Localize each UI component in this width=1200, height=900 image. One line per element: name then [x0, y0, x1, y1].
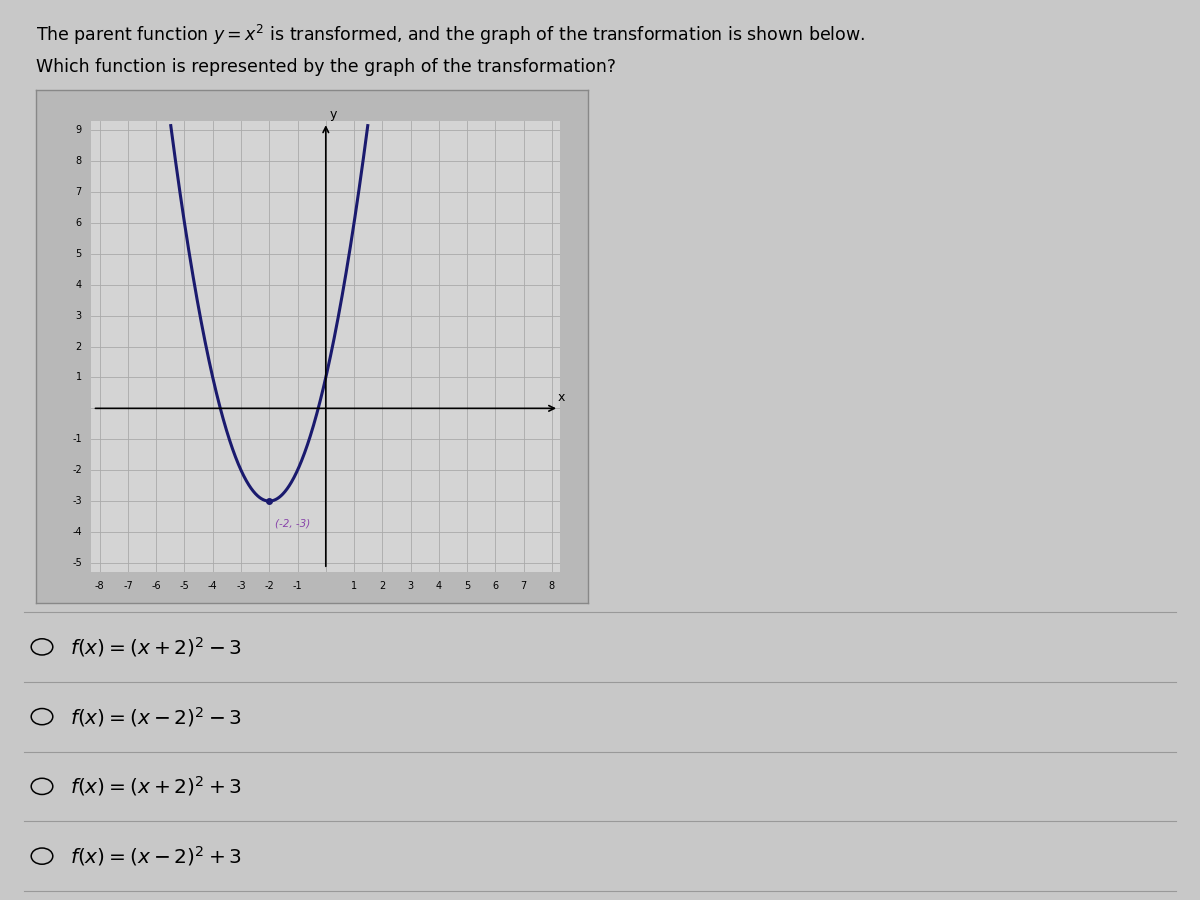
Text: -1: -1	[72, 435, 82, 445]
Text: (-2, -3): (-2, -3)	[275, 518, 310, 528]
Text: -3: -3	[72, 496, 82, 506]
Text: 6: 6	[76, 218, 82, 228]
Text: -2: -2	[72, 465, 82, 475]
Text: -2: -2	[264, 581, 274, 591]
Text: 5: 5	[76, 248, 82, 258]
Text: -4: -4	[208, 581, 217, 591]
Text: y: y	[329, 108, 336, 121]
Text: -4: -4	[72, 527, 82, 537]
Text: 5: 5	[464, 581, 470, 591]
Text: 4: 4	[436, 581, 442, 591]
Text: 1: 1	[352, 581, 358, 591]
Text: 2: 2	[76, 341, 82, 352]
Text: 2: 2	[379, 581, 385, 591]
Text: $f(x) = (x - 2)^2 + 3$: $f(x) = (x - 2)^2 + 3$	[70, 844, 241, 868]
Text: $f(x) = (x - 2)^2 - 3$: $f(x) = (x - 2)^2 - 3$	[70, 705, 241, 729]
Text: $f(x) = (x + 2)^2 - 3$: $f(x) = (x + 2)^2 - 3$	[70, 634, 241, 659]
Text: -6: -6	[151, 581, 161, 591]
Text: 1: 1	[76, 373, 82, 382]
Text: -3: -3	[236, 581, 246, 591]
Text: 6: 6	[492, 581, 498, 591]
Text: 4: 4	[76, 280, 82, 290]
Text: 3: 3	[76, 310, 82, 320]
Text: $f(x) = (x + 2)^2 + 3$: $f(x) = (x + 2)^2 + 3$	[70, 774, 241, 798]
Text: -8: -8	[95, 581, 104, 591]
Text: 7: 7	[76, 187, 82, 197]
Text: 7: 7	[521, 581, 527, 591]
Text: 9: 9	[76, 125, 82, 135]
Text: -1: -1	[293, 581, 302, 591]
Text: Which function is represented by the graph of the transformation?: Which function is represented by the gra…	[36, 58, 616, 76]
Text: 3: 3	[408, 581, 414, 591]
Text: -5: -5	[180, 581, 190, 591]
Text: x: x	[558, 391, 565, 404]
Text: 8: 8	[548, 581, 554, 591]
Text: -5: -5	[72, 558, 82, 568]
Text: 8: 8	[76, 156, 82, 166]
Text: The parent function $y = x^2$ is transformed, and the graph of the transformatio: The parent function $y = x^2$ is transfo…	[36, 22, 865, 47]
Text: -7: -7	[124, 581, 133, 591]
